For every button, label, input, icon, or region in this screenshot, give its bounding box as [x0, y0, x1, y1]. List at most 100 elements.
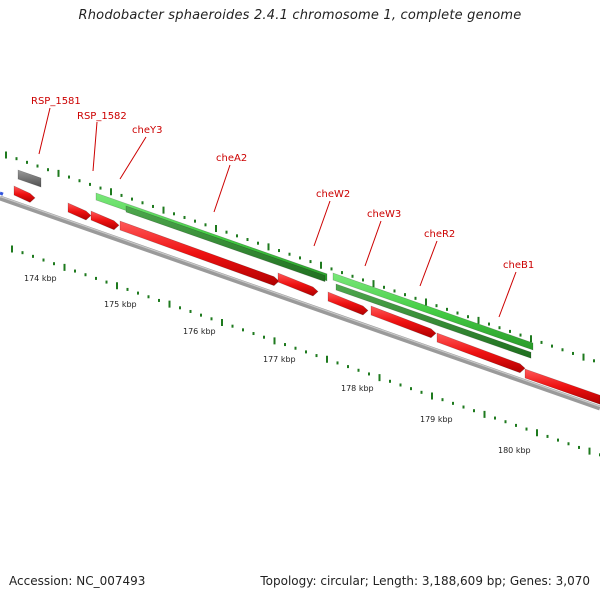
- outer-minor-tick: [593, 359, 595, 363]
- gene-arrow-rsp-1582[interactable]: [67, 202, 92, 221]
- inner-minor-tick: [42, 258, 45, 262]
- gene-label-cheb1[interactable]: cheB1: [503, 260, 534, 271]
- green-feature-block-2-dark[interactable]: [335, 283, 532, 359]
- outer-minor-tick: [309, 260, 312, 264]
- gene-arrow-chew3[interactable]: [327, 291, 369, 316]
- inner-major-tick: [11, 245, 13, 253]
- outer-minor-tick: [131, 197, 133, 201]
- outer-minor-tick: [561, 348, 564, 352]
- outer-minor-tick: [435, 304, 438, 308]
- scale-label-175: 175 kbp: [104, 300, 137, 309]
- outer-minor-tick: [456, 311, 459, 315]
- gene-arrow-cheb1[interactable]: [436, 332, 526, 374]
- gene-label-chew2[interactable]: cheW2: [316, 189, 350, 200]
- inner-minor-tick: [105, 280, 108, 284]
- inner-minor-tick: [473, 409, 475, 413]
- inner-major-tick: [431, 392, 433, 400]
- gene-label-chey3[interactable]: cheY3: [132, 125, 162, 136]
- inner-minor-tick: [137, 291, 139, 295]
- inner-major-tick: [378, 374, 381, 382]
- inner-minor-tick: [546, 434, 549, 438]
- outer-minor-tick: [204, 223, 207, 227]
- inner-tick-track: [11, 245, 600, 457]
- genome-stats-text: Topology: circular; Length: 3,188,609 bp…: [260, 574, 590, 588]
- inner-minor-tick: [95, 276, 97, 280]
- gene-arrow-next[interactable]: [524, 368, 600, 405]
- inner-minor-tick: [462, 405, 465, 409]
- inner-minor-tick: [53, 262, 55, 266]
- outer-minor-tick: [351, 274, 354, 278]
- inner-minor-tick: [147, 295, 150, 299]
- outer-minor-tick: [173, 212, 175, 216]
- gene-arrow-chey3[interactable]: [90, 210, 120, 231]
- outer-minor-tick: [383, 285, 385, 289]
- outer-minor-tick: [288, 252, 291, 256]
- gene-arrow-chea2[interactable]: [119, 220, 280, 286]
- inner-major-tick: [221, 319, 223, 326]
- inner-major-tick: [326, 355, 328, 363]
- inner-minor-tick: [578, 445, 580, 449]
- inner-major-tick: [536, 429, 538, 437]
- gene-label-chew3[interactable]: cheW3: [367, 209, 401, 220]
- outer-minor-tick: [257, 241, 259, 245]
- inner-minor-tick: [494, 416, 496, 420]
- inner-minor-tick: [315, 354, 318, 358]
- inner-minor-tick: [231, 324, 234, 328]
- outer-minor-tick: [194, 219, 196, 223]
- inner-minor-tick: [525, 427, 528, 431]
- inner-minor-tick: [420, 390, 423, 394]
- outer-minor-tick: [36, 164, 39, 168]
- inner-minor-tick: [32, 254, 34, 258]
- outer-minor-tick: [236, 234, 238, 238]
- leader-cheb1: [498, 271, 517, 318]
- inner-major-tick: [588, 447, 591, 455]
- inner-minor-tick: [567, 442, 570, 446]
- green-feature-block-1-dark[interactable]: [125, 205, 326, 283]
- outer-major-tick: [530, 335, 532, 343]
- outer-tick-track: [5, 151, 595, 363]
- green-feature-block-2[interactable]: [332, 272, 534, 351]
- blue-feature-edge: [0, 191, 4, 196]
- inner-minor-tick: [515, 423, 517, 427]
- scale-label-178: 178 kbp: [341, 384, 374, 393]
- inner-minor-tick: [242, 328, 244, 332]
- inner-major-tick: [273, 337, 276, 345]
- outer-minor-tick: [141, 201, 144, 205]
- leader-chea2: [213, 164, 231, 213]
- leader-cher2: [419, 240, 438, 287]
- gene-label-leaders: [38, 107, 517, 318]
- inner-minor-tick: [21, 251, 24, 255]
- gene-arrow-rsp-1581[interactable]: [13, 185, 36, 203]
- scale-label-177: 177 kbp: [263, 355, 296, 364]
- scale-label-180: 180 kbp: [498, 446, 531, 455]
- outer-minor-tick: [120, 193, 123, 197]
- inner-minor-tick: [284, 343, 286, 347]
- gene-arrow-cher2[interactable]: [370, 305, 437, 339]
- leader-chew2: [313, 200, 331, 247]
- outer-major-tick: [320, 261, 322, 269]
- inner-minor-tick: [263, 335, 265, 339]
- gene-label-rsp-1582[interactable]: RSP_1582: [77, 111, 127, 122]
- outer-minor-tick: [152, 204, 154, 208]
- outer-major-tick: [110, 188, 112, 196]
- outer-minor-tick: [341, 271, 343, 275]
- outer-minor-tick: [89, 182, 91, 186]
- scale-label-179: 179 kbp: [420, 415, 453, 424]
- gene-label-rsp-1581[interactable]: RSP_1581: [31, 96, 81, 107]
- inner-minor-tick: [305, 350, 307, 354]
- gene-label-cher2[interactable]: cheR2: [424, 229, 455, 240]
- outer-minor-tick: [488, 322, 490, 326]
- outer-minor-tick: [225, 230, 228, 234]
- gene-label-chea2[interactable]: cheA2: [216, 153, 247, 164]
- outer-minor-tick: [47, 168, 49, 172]
- grey-feature-block[interactable]: [17, 169, 42, 188]
- gene-arrow-chew2[interactable]: [277, 272, 319, 297]
- outer-minor-tick: [414, 296, 417, 300]
- outer-major-tick: [215, 225, 217, 232]
- outer-major-tick: [57, 169, 60, 177]
- accession-text: Accession: NC_007493: [9, 574, 146, 588]
- outer-major-tick: [267, 243, 270, 251]
- outer-minor-tick: [509, 329, 511, 333]
